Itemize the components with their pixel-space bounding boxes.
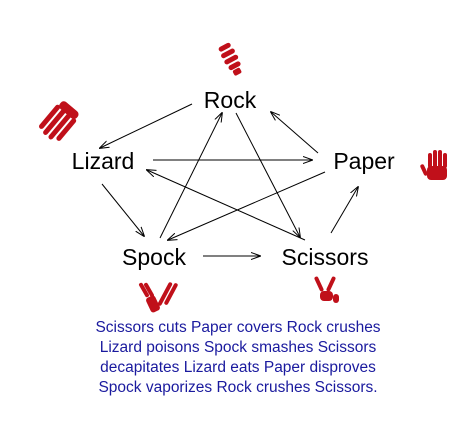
edge-paper-covers-rock [271,112,319,154]
vulcan-salute-hand-icon [139,282,178,313]
node-rock: Rock [204,87,257,113]
edge-lizard-poisons-spock [101,183,144,236]
edge-scissors-decapitates-lizard [147,170,306,241]
node-spock: Spock [122,244,186,270]
node-scissors: Scissors [282,244,369,270]
caption-line: Lizard poisons Spock smashes Scissors [99,339,377,356]
caption-line: Scissors cuts Paper covers Rock crushes [95,319,381,336]
caption-line: Spock vaporizes Rock crushes Scissors. [98,379,378,396]
open-hand-icon [420,150,447,180]
rules-caption: Scissors cuts Paper covers Rock crushes … [0,318,476,398]
edge-scissors-cuts-paper [330,187,358,234]
node-lizard: Lizard [72,148,135,174]
edge-paper-disproves-spock [168,171,326,240]
edge-rock-crushes-scissors [235,112,300,237]
v-sign-hand-icon [314,276,339,303]
node-paper: Paper [333,148,395,174]
caption-line: decapitates Lizard eats Paper disproves [100,359,376,376]
edge-spock-vaporizes-rock [159,113,222,239]
lizard-hand-icon [39,101,79,141]
edge-rock-crushes-lizard [100,103,193,148]
fist-hand-icon [218,42,242,76]
